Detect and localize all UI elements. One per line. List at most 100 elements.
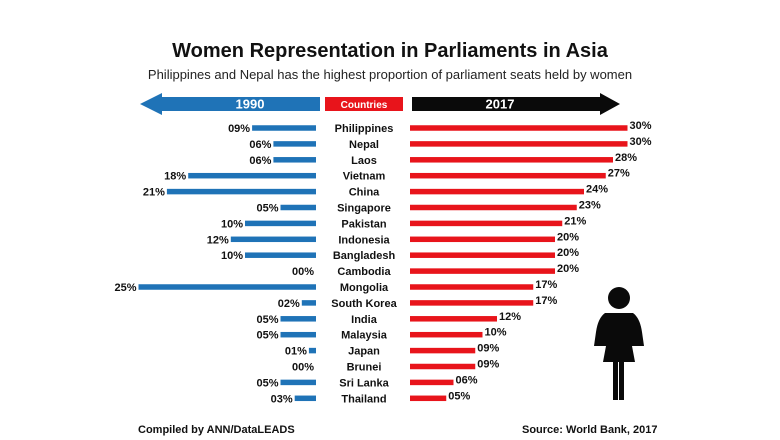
value-1990-indonesia: 12% xyxy=(207,234,229,246)
woman-icon xyxy=(594,287,644,400)
value-2017-thailand: 05% xyxy=(448,390,470,402)
bar-2017-mongolia xyxy=(410,284,534,290)
country-label-thailand: Thailand xyxy=(341,393,386,405)
value-1990-mongolia: 25% xyxy=(114,282,136,294)
country-label-japan: Japan xyxy=(348,346,380,358)
value-1990-nepal: 06% xyxy=(249,139,271,151)
value-1990-brunei: 00% xyxy=(292,362,314,374)
value-2017-mongolia: 17% xyxy=(535,279,557,291)
bar-2017-bangladesh xyxy=(410,252,555,258)
value-2017-philippines: 30% xyxy=(630,120,652,132)
country-label-laos: Laos xyxy=(351,155,377,167)
bar-2017-thailand xyxy=(410,395,447,402)
value-2017-bangladesh: 20% xyxy=(557,247,579,259)
country-label-vietnam: Vietnam xyxy=(343,171,386,183)
value-2017-south-korea: 17% xyxy=(535,295,557,307)
value-1990-cambodia: 00% xyxy=(292,266,314,278)
countries-header-label: Countries xyxy=(341,100,388,111)
bar-1990-malaysia xyxy=(280,331,316,338)
country-label-nepal: Nepal xyxy=(349,139,379,151)
country-label-brunei: Brunei xyxy=(347,362,382,374)
bar-2017-china xyxy=(410,188,584,195)
country-label-sri-lanka: Sri Lanka xyxy=(339,377,389,389)
country-label-china: China xyxy=(349,187,380,199)
chart-subtitle: Philippines and Nepal has the highest pr… xyxy=(147,67,633,82)
year-1990-label: 1990 xyxy=(236,97,265,112)
value-1990-vietnam: 18% xyxy=(164,171,186,183)
year-1990-arrow xyxy=(140,93,320,115)
value-2017-nepal: 30% xyxy=(630,136,652,148)
bar-1990-china xyxy=(166,188,316,195)
bar-1990-japan xyxy=(308,347,316,354)
value-2017-indonesia: 20% xyxy=(557,231,579,243)
countries-header-box xyxy=(325,97,403,111)
bar-1990-pakistan xyxy=(245,220,316,227)
value-2017-india: 12% xyxy=(499,311,521,323)
value-1990-singapore: 05% xyxy=(256,203,278,215)
bar-2017-nepal xyxy=(410,141,628,147)
value-1990-sri-lanka: 05% xyxy=(256,377,278,389)
bar-1990-indonesia xyxy=(230,236,316,243)
value-1990-india: 05% xyxy=(256,314,278,326)
value-2017-china: 24% xyxy=(586,184,608,196)
year-2017-arrow xyxy=(412,93,620,115)
value-1990-bangladesh: 10% xyxy=(221,250,243,262)
value-1990-laos: 06% xyxy=(249,155,271,167)
value-2017-pakistan: 21% xyxy=(564,215,586,227)
value-1990-south-korea: 02% xyxy=(278,298,300,310)
country-label-indonesia: Indonesia xyxy=(338,234,390,246)
country-label-singapore: Singapore xyxy=(337,203,391,215)
country-label-south-korea: South Korea xyxy=(331,298,397,310)
bar-1990-philippines xyxy=(252,125,316,131)
value-2017-brunei: 09% xyxy=(477,359,499,371)
bar-1990-thailand xyxy=(294,395,316,402)
bar-1990-sri-lanka xyxy=(280,379,316,386)
value-2017-malaysia: 10% xyxy=(485,327,507,339)
bar-2017-south-korea xyxy=(410,300,534,306)
bar-2017-brunei xyxy=(410,363,476,370)
value-2017-laos: 28% xyxy=(615,152,637,164)
footer-source: Source: World Bank, 2017 xyxy=(522,424,658,436)
bar-2017-sri-lanka xyxy=(410,379,454,386)
bar-2017-japan xyxy=(410,347,476,354)
country-label-cambodia: Cambodia xyxy=(337,266,391,278)
year-2017-label: 2017 xyxy=(486,97,515,112)
bar-2017-cambodia xyxy=(410,268,555,274)
bar-2017-indonesia xyxy=(410,236,555,243)
value-1990-malaysia: 05% xyxy=(256,330,278,342)
value-2017-sri-lanka: 06% xyxy=(456,374,478,386)
bar-2017-pakistan xyxy=(410,220,563,227)
bar-2017-singapore xyxy=(410,204,577,211)
value-2017-japan: 09% xyxy=(477,343,499,355)
value-1990-pakistan: 10% xyxy=(221,218,243,230)
value-2017-cambodia: 20% xyxy=(557,263,579,275)
country-label-india: India xyxy=(351,314,378,326)
country-label-mongolia: Mongolia xyxy=(340,282,389,294)
country-label-malaysia: Malaysia xyxy=(341,330,388,342)
value-1990-philippines: 09% xyxy=(228,123,250,135)
value-1990-thailand: 03% xyxy=(271,393,293,405)
bar-1990-mongolia xyxy=(138,284,316,290)
chart-title: Women Representation in Parliaments in A… xyxy=(172,40,608,62)
bar-2017-india xyxy=(410,316,497,322)
bar-1990-india xyxy=(280,316,316,322)
value-1990-china: 21% xyxy=(143,187,165,199)
value-2017-vietnam: 27% xyxy=(608,168,630,180)
value-1990-japan: 01% xyxy=(285,346,307,358)
bar-1990-singapore xyxy=(280,204,316,211)
footer-credit: Compiled by ANN/DataLEADS xyxy=(138,424,295,436)
country-label-pakistan: Pakistan xyxy=(341,218,387,230)
bar-2017-laos xyxy=(410,157,613,163)
bar-1990-south-korea xyxy=(301,300,316,306)
bar-1990-laos xyxy=(273,157,316,163)
country-label-bangladesh: Bangladesh xyxy=(333,250,396,262)
bar-1990-bangladesh xyxy=(245,252,316,258)
bar-1990-vietnam xyxy=(188,172,316,179)
bar-2017-malaysia xyxy=(410,331,483,338)
country-label-philippines: Philippines xyxy=(335,123,394,135)
bar-1990-nepal xyxy=(273,141,316,147)
bar-2017-vietnam xyxy=(410,172,606,179)
value-2017-singapore: 23% xyxy=(579,200,601,212)
bar-2017-philippines xyxy=(410,125,628,131)
